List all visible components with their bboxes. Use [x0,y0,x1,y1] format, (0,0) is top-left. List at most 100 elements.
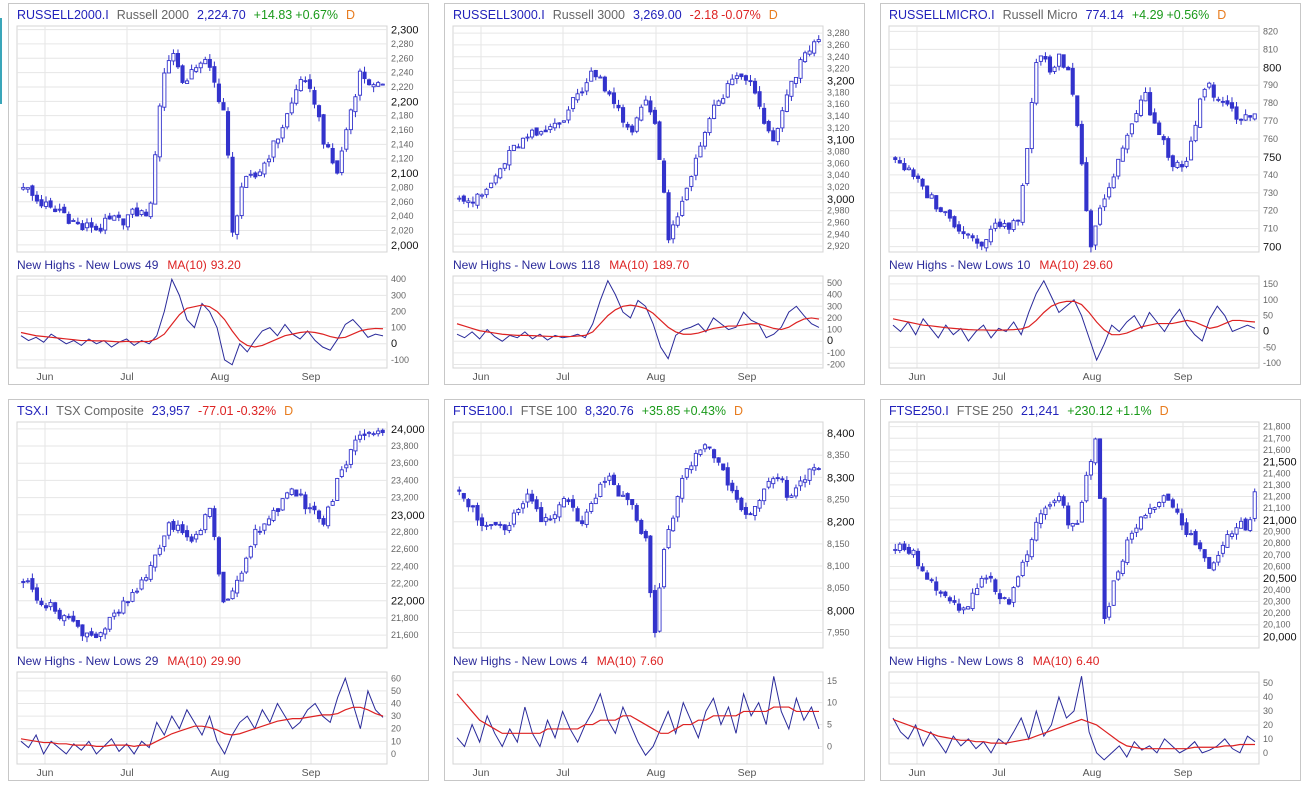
symbol[interactable]: RUSSELL3000.I [453,8,545,22]
candle-body[interactable] [570,499,576,508]
candle-body[interactable] [171,53,176,62]
candle-body[interactable] [493,175,498,184]
candle-body[interactable] [956,224,962,232]
candle-body[interactable] [107,616,112,630]
candle-body[interactable] [947,209,952,219]
candle-body[interactable] [153,554,158,568]
candle-body[interactable] [625,123,630,128]
candle-body[interactable] [680,477,685,499]
candle-body[interactable] [1225,100,1230,105]
candle-body[interactable] [266,158,272,163]
candle-body[interactable] [380,429,385,434]
candle-body[interactable] [166,522,171,536]
candle-body[interactable] [525,493,530,503]
candle-body[interactable] [812,467,817,471]
candle-body[interactable] [1029,539,1034,558]
candle-body[interactable] [671,517,676,532]
candle-body[interactable] [48,200,53,208]
candle-body[interactable] [762,488,767,502]
candle-body[interactable] [457,197,462,200]
candle-body[interactable] [712,104,717,119]
candle-body[interactable] [775,128,780,143]
candle-body[interactable] [71,615,76,622]
candle-body[interactable] [357,70,363,96]
candle-body[interactable] [1025,148,1030,185]
candle-body[interactable] [979,577,984,588]
candle-body[interactable] [121,600,126,614]
candle-body[interactable] [461,195,466,202]
candle-body[interactable] [1084,474,1089,502]
candle-body[interactable] [1243,518,1248,531]
candle-body[interactable] [552,514,557,520]
candle-body[interactable] [1084,162,1089,212]
candle-body[interactable] [1202,88,1207,98]
candle-body[interactable] [239,572,244,582]
candle-body[interactable] [166,60,171,74]
candle-body[interactable] [484,524,489,527]
candle-body[interactable] [730,482,735,492]
candle-body[interactable] [707,118,712,134]
candle-body[interactable] [248,546,253,558]
candle-body[interactable] [893,548,898,551]
candle-body[interactable] [280,498,285,511]
candle-body[interactable] [253,172,258,178]
candle-body[interactable] [1061,54,1066,68]
candle-body[interactable] [975,587,980,596]
candle-body[interactable] [21,186,26,190]
candle-body[interactable] [344,129,349,150]
candle-body[interactable] [212,66,217,83]
candle-body[interactable] [762,107,767,124]
candle-body[interactable] [362,433,367,436]
candle-body[interactable] [793,487,799,497]
candle-body[interactable] [1152,112,1157,124]
candle-body[interactable] [1102,497,1107,619]
candle-body[interactable] [30,185,35,196]
candle-body[interactable] [125,214,130,228]
candle-body[interactable] [1229,102,1235,109]
candle-body[interactable] [62,615,67,622]
candle-body[interactable] [1093,438,1098,464]
candle-body[interactable] [303,80,308,83]
candle-body[interactable] [702,132,708,147]
candle-body[interactable] [803,479,808,483]
candle-body[interactable] [470,505,475,508]
candle-body[interactable] [180,524,185,534]
candle-body[interactable] [1234,527,1239,535]
candle-body[interactable] [1116,158,1121,177]
candle-body[interactable] [993,222,998,229]
candle-body[interactable] [1157,502,1162,507]
candle-body[interactable] [598,483,603,497]
candle-body[interactable] [766,121,771,132]
candle-body[interactable] [244,557,249,573]
candle-body[interactable] [148,202,153,218]
candle-body[interactable] [66,213,71,224]
candle-body[interactable] [84,632,90,638]
candle-body[interactable] [48,602,53,608]
candle-body[interactable] [1006,222,1012,230]
candle-body[interactable] [470,201,475,204]
candle-body[interactable] [661,160,667,193]
candle-body[interactable] [175,524,181,531]
candle-body[interactable] [648,100,653,113]
candle-body[interactable] [1002,223,1007,228]
candle-body[interactable] [580,91,585,94]
candle-body[interactable] [1161,495,1166,503]
candle-body[interactable] [371,433,376,436]
candle-body[interactable] [194,67,199,72]
candle-body[interactable] [1006,599,1012,605]
candle-body[interactable] [112,612,117,617]
candle-body[interactable] [934,581,939,591]
candle-body[interactable] [1166,138,1171,158]
candle-body[interactable] [1134,527,1139,533]
candle-body[interactable] [262,162,267,175]
candle-body[interactable] [1184,160,1189,167]
candle-body[interactable] [34,194,39,202]
candle-body[interactable] [162,535,167,547]
candle-body[interactable] [616,104,621,109]
candle-body[interactable] [1120,560,1125,575]
candle-body[interactable] [198,530,203,536]
candle-body[interactable] [1038,55,1043,62]
candle-body[interactable] [266,518,272,526]
candle-body[interactable] [952,600,957,603]
candle-body[interactable] [580,520,585,525]
